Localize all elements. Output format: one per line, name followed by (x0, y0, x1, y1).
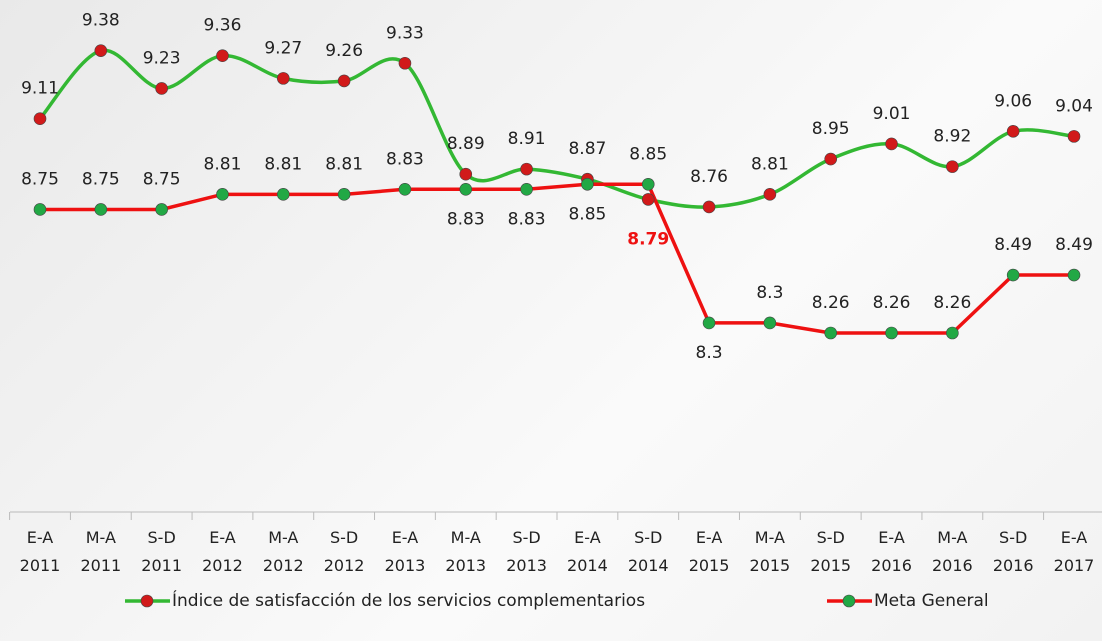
point (520, 183, 533, 196)
point (276, 72, 290, 85)
data-label: 8.92 (933, 127, 971, 147)
data-label: 8.26 (873, 293, 911, 313)
data-label: 8.75 (143, 169, 181, 189)
point (824, 152, 838, 166)
x-tick-label: E-A 2017 (1054, 528, 1095, 575)
data-label: 8.89 (447, 134, 485, 154)
point (702, 316, 716, 330)
legend-label: Índice de satisfacción de los servicios … (172, 589, 645, 611)
point (946, 326, 959, 340)
x-tick-label: S-D 2014 (628, 528, 669, 575)
point (1006, 125, 1020, 138)
data-label: 8.87 (568, 139, 606, 159)
data-label: 8.95 (812, 119, 850, 139)
x-tick-label: E-A 2013 (385, 528, 426, 575)
legend-label: Meta General (874, 591, 989, 611)
data-label: 9.01 (873, 104, 911, 124)
data-label: 8.76 (690, 167, 728, 187)
data-label: 8.3 (756, 283, 783, 303)
data-label: 8.75 (82, 169, 120, 189)
point (459, 167, 473, 181)
point (885, 137, 898, 151)
point (398, 183, 412, 196)
point (581, 177, 594, 191)
data-label: 9.23 (143, 48, 181, 68)
point (216, 49, 229, 62)
point (520, 162, 533, 176)
point (33, 203, 47, 216)
data-label: 8.3 (696, 343, 723, 363)
data-label: 8.49 (1055, 235, 1093, 255)
point (216, 188, 229, 201)
data-label: 8.91 (508, 129, 546, 149)
point (641, 193, 655, 206)
point (763, 188, 777, 201)
data-label: 8.85 (629, 144, 667, 164)
data-label: 9.04 (1055, 96, 1093, 116)
point (94, 44, 108, 57)
point (1067, 130, 1081, 143)
x-tick-label: E-A 2015 (689, 528, 730, 575)
data-label: 9.26 (325, 41, 363, 61)
point (337, 188, 351, 201)
point (946, 160, 959, 173)
point (824, 326, 838, 340)
data-label: 9.33 (386, 23, 424, 43)
data-label: 8.49 (994, 235, 1032, 255)
data-label: 9.06 (994, 91, 1032, 111)
x-tick-label: S-D 2012 (324, 528, 365, 575)
x-tick-label: S-D 2016 (993, 528, 1034, 575)
point (459, 183, 473, 196)
data-label: 8.81 (264, 154, 302, 174)
x-tick-label: S-D 2011 (141, 528, 182, 575)
data-label: 8.83 (508, 209, 546, 229)
point (763, 316, 777, 330)
legend-marker (140, 594, 154, 608)
data-label: 8.83 (386, 149, 424, 169)
point (33, 112, 47, 126)
data-label: 8.26 (812, 293, 850, 313)
point (1067, 268, 1081, 282)
x-tick-label: M-A 2016 (932, 528, 973, 575)
point (702, 200, 716, 214)
point (276, 188, 290, 201)
x-tick-label: M-A 2015 (750, 528, 791, 575)
data-label: 8.85 (568, 204, 606, 224)
point (398, 56, 412, 70)
legend-marker (842, 594, 856, 608)
data-label: 8.81 (751, 154, 789, 174)
data-label: 8.81 (325, 154, 363, 174)
x-tick-label: S-D 2013 (506, 528, 547, 575)
point (337, 74, 351, 88)
x-tick-label: E-A 2016 (871, 528, 912, 575)
series-line (40, 182, 1074, 335)
data-label: 8.81 (204, 154, 242, 174)
point (94, 203, 108, 216)
data-label: 8.26 (933, 293, 971, 313)
x-tick-label: M-A 2012 (263, 528, 304, 575)
series-line (38, 48, 1075, 209)
data-label: 9.11 (21, 79, 59, 99)
x-tick-label: M-A 2013 (445, 528, 486, 575)
x-tick-label: E-A 2014 (567, 528, 608, 575)
x-tick-label: S-D 2015 (810, 528, 851, 575)
x-tick-label: E-A 2011 (20, 528, 61, 575)
x-tick-label: E-A 2012 (202, 528, 243, 575)
data-label: 8.79 (627, 229, 669, 249)
point (885, 326, 898, 340)
point (155, 203, 168, 216)
data-label: 9.27 (264, 38, 302, 58)
data-label: 9.38 (82, 11, 120, 31)
point (1006, 268, 1020, 282)
data-label: 9.36 (204, 16, 242, 36)
point (641, 177, 655, 191)
point (155, 82, 168, 95)
data-label: 8.75 (21, 169, 59, 189)
x-tick-label: M-A 2011 (80, 528, 121, 575)
data-label: 8.83 (447, 209, 485, 229)
